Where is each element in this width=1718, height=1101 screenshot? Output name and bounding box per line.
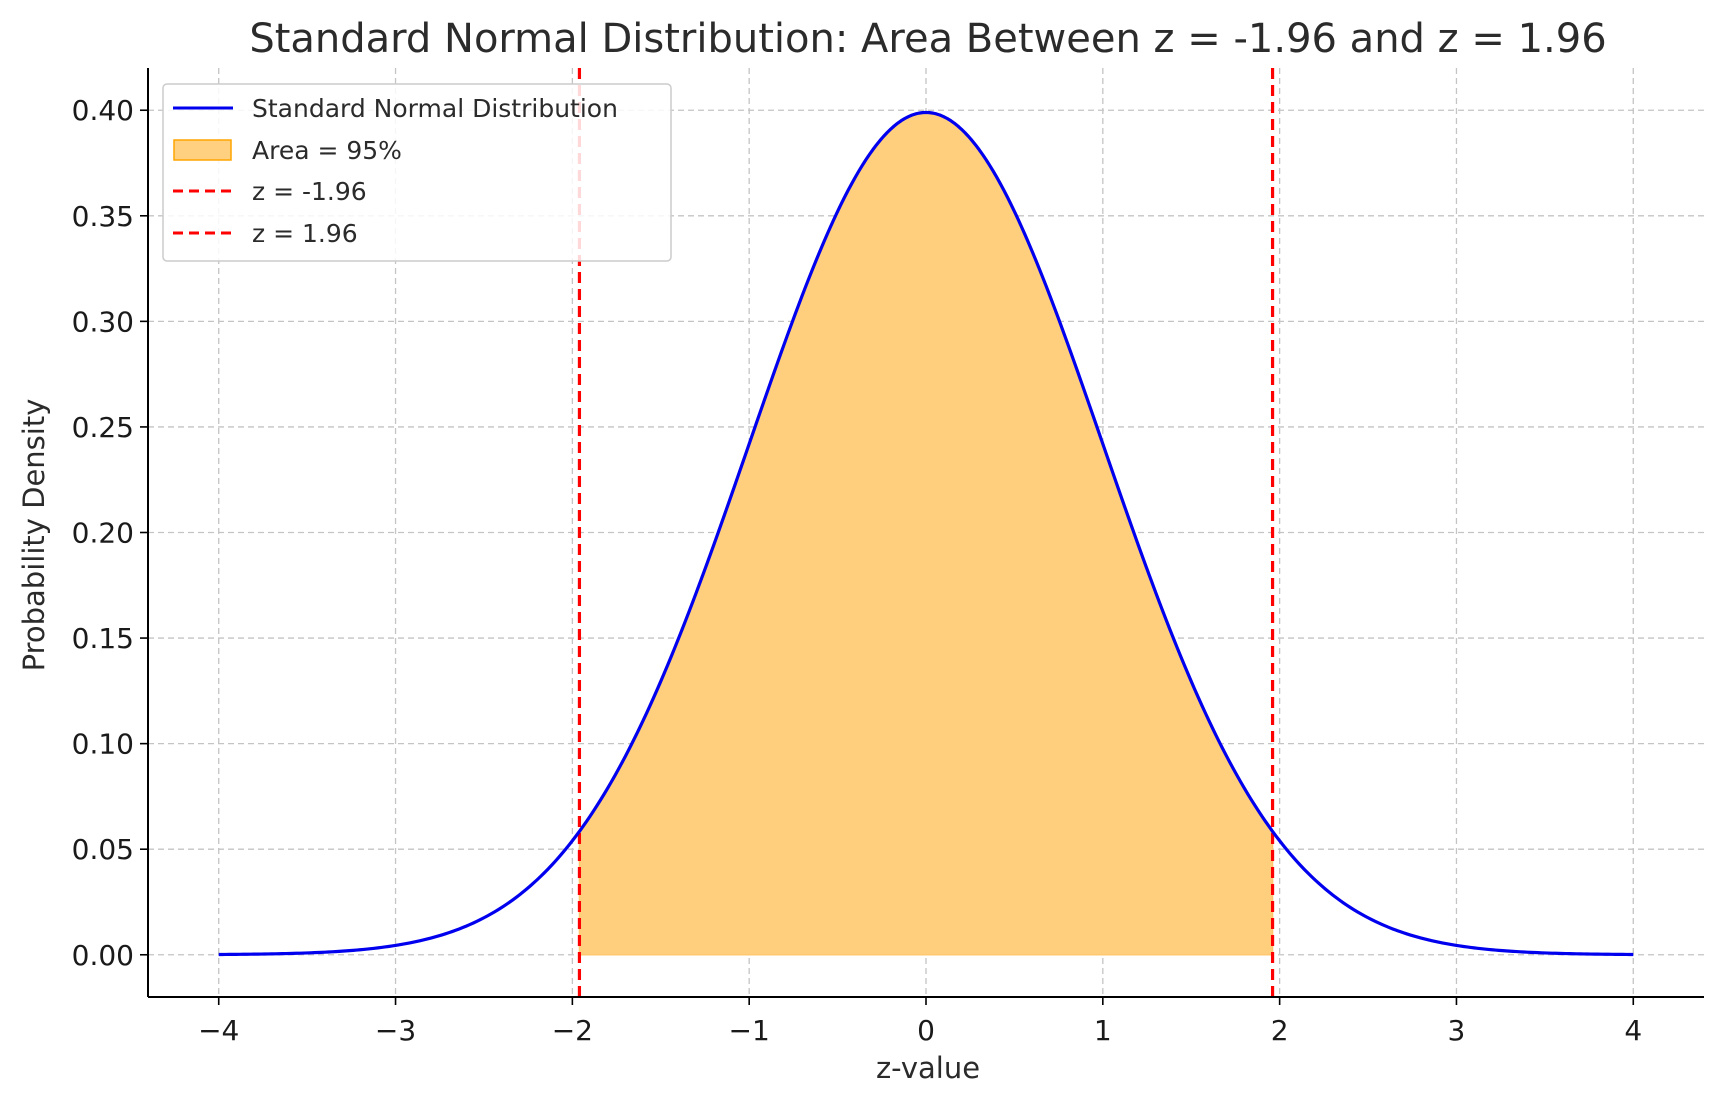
y-tick-label-3: 0.15 [72,622,134,655]
y-tick-label-0: 0.00 [72,939,134,972]
x-tick-label-6: 2 [1271,1014,1289,1047]
legend-box [162,83,672,262]
y-ticks: 0.00 0.05 0.10 0.15 0.20 0.25 0.30 0.35 0.40 [72,94,148,972]
x-tick-label-5: 1 [1094,1014,1112,1047]
x-tick-label-4: 0 [917,1014,935,1047]
x-axis-label: z-value [876,1051,980,1085]
area-fill [578,111,1274,956]
x-tick-label-3: −1 [729,1014,770,1047]
x-tick-label-1: −3 [375,1014,416,1047]
y-tick-label-8: 0.40 [72,94,134,127]
legend-label-left-line: z = -1.96 [252,177,367,206]
legend-label-right-line: z = 1.96 [252,219,358,248]
legend-swatch-area [173,139,232,161]
legend: Standard Normal Distribution Area = 95% … [162,83,672,262]
y-tick-label-6: 0.30 [72,305,134,338]
x-tick-label-8: 4 [1624,1014,1642,1047]
x-tick-label-2: −2 [552,1014,593,1047]
normal-curve [218,110,1634,957]
y-tick-label-7: 0.35 [72,200,134,233]
y-tick-label-5: 0.25 [72,411,134,444]
y-tick-label-1: 0.05 [72,833,134,866]
chart-title: Standard Normal Distribution: Area Betwe… [249,16,1606,62]
y-tick-label-4: 0.20 [72,517,134,550]
y-axis-label: Probability Density [17,399,51,672]
legend-label-area: Area = 95% [252,136,402,165]
y-tick-label-2: 0.10 [72,728,134,761]
x-tick-label-7: 3 [1448,1014,1466,1047]
x-ticks: −4 −3 −2 −1 0 1 2 3 4 [198,997,1642,1047]
legend-label-curve: Standard Normal Distribution [252,94,618,123]
x-tick-label-0: −4 [198,1014,239,1047]
